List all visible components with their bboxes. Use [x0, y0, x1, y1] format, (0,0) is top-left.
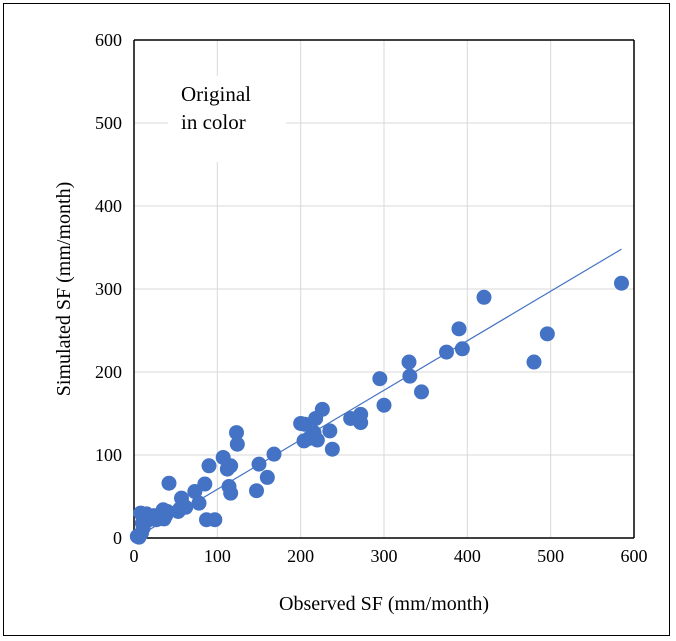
- data-point: [402, 368, 418, 384]
- data-point: [161, 475, 177, 491]
- data-point: [201, 458, 217, 474]
- y-tick-label: 300: [95, 279, 122, 299]
- data-point: [259, 469, 275, 485]
- y-tick-label: 600: [95, 30, 122, 50]
- data-point: [439, 344, 454, 360]
- x-tick-label: 100: [204, 546, 231, 566]
- data-point: [414, 384, 429, 400]
- x-tick-label: 0: [130, 546, 139, 566]
- data-point: [454, 341, 470, 357]
- annotation-text-1: in color: [181, 110, 246, 134]
- x-tick-label: 500: [537, 546, 564, 566]
- annotation-box: [168, 76, 286, 162]
- data-point: [207, 512, 223, 528]
- chart-frame: [3, 3, 670, 636]
- data-point: [476, 289, 492, 305]
- data-point: [251, 456, 267, 472]
- data-point: [229, 425, 244, 441]
- y-tick-label: 200: [95, 362, 122, 382]
- data-point: [376, 397, 392, 413]
- data-point: [197, 476, 213, 492]
- data-point: [314, 401, 330, 417]
- data-point: [159, 503, 175, 519]
- data-point: [451, 321, 467, 337]
- x-tick-label: 400: [454, 546, 481, 566]
- y-tick-label: 0: [113, 528, 122, 548]
- data-point: [322, 423, 338, 439]
- y-tick-label: 500: [95, 113, 122, 133]
- y-axis-title: Simulated SF (mm/month): [53, 182, 75, 396]
- x-tick-label: 300: [371, 546, 398, 566]
- data-point: [191, 495, 207, 511]
- x-tick-label: 200: [287, 546, 314, 566]
- data-point: [372, 371, 388, 387]
- data-point: [614, 275, 629, 291]
- x-tick-label: 600: [621, 546, 648, 566]
- data-point: [223, 485, 239, 501]
- data-point: [309, 432, 325, 448]
- data-point: [539, 326, 555, 342]
- annotation-text-0: Original: [181, 82, 251, 106]
- data-point: [223, 458, 239, 474]
- y-tick-label: 400: [95, 196, 122, 216]
- data-point: [401, 354, 417, 370]
- data-point: [178, 499, 194, 515]
- data-point: [229, 436, 245, 452]
- data-point: [526, 354, 542, 370]
- data-point: [266, 446, 282, 462]
- x-axis-title: Observed SF (mm/month): [279, 593, 489, 615]
- data-point: [249, 483, 264, 499]
- trendline: [137, 248, 622, 537]
- data-point: [353, 415, 369, 431]
- y-tick-label: 100: [95, 445, 122, 465]
- data-point: [324, 441, 340, 457]
